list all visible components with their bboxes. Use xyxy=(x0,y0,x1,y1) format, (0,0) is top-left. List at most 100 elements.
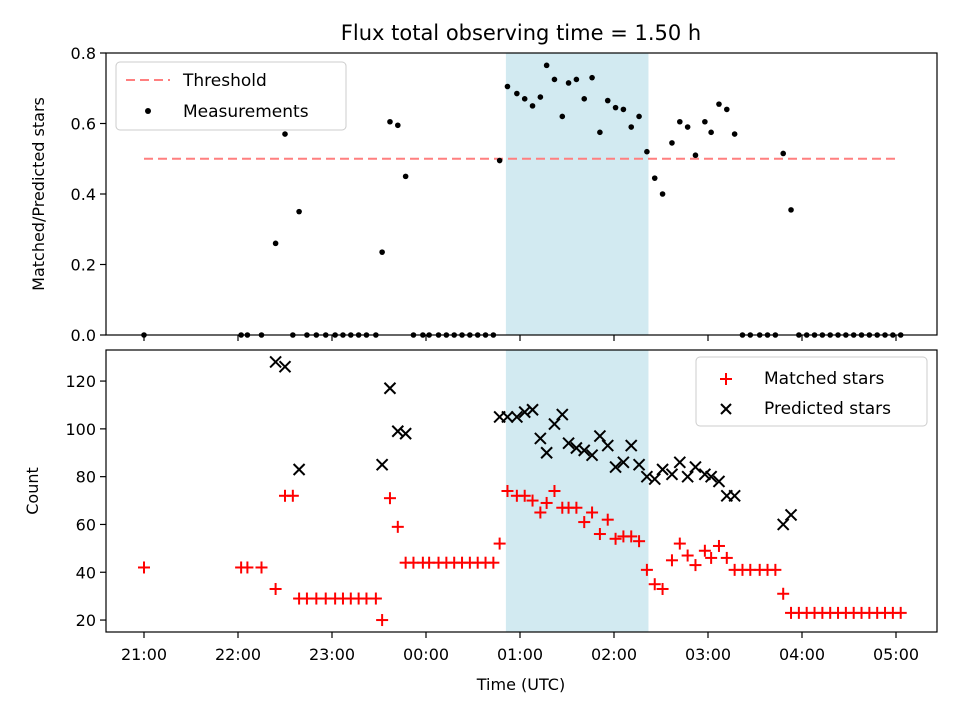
top-legend-box xyxy=(115,61,347,131)
matched-star-point xyxy=(369,592,382,605)
bottom-y-tick-label: 60 xyxy=(76,515,96,534)
top-plot-frame xyxy=(105,52,938,336)
measurement-point xyxy=(387,118,393,125)
predicted-star-point xyxy=(656,463,669,476)
legend-predicted-label: Predicted stars xyxy=(764,399,891,419)
predicted-star-point xyxy=(399,427,412,440)
predicted-stars-points xyxy=(269,355,798,531)
x-axis-label: Time (UTC) xyxy=(476,675,565,694)
legend-matched-label: Matched stars xyxy=(764,369,884,389)
matched-star-point xyxy=(586,506,599,519)
predicted-star-point xyxy=(689,460,702,474)
matched-star-point xyxy=(269,582,282,595)
matched-star-point xyxy=(673,537,686,550)
x-tick-label: 00:00 xyxy=(403,645,449,664)
x-tick-label: 03:00 xyxy=(685,645,731,664)
top-y-axis: 0.0 0.2 0.4 0.6 0.8 xyxy=(71,44,106,345)
measurement-point xyxy=(677,118,683,125)
predicted-star-point xyxy=(570,441,583,455)
measurement-point xyxy=(543,62,550,69)
matched-star-point xyxy=(286,489,299,502)
bottom-y-tick-label: 120 xyxy=(65,372,96,391)
measurement-point xyxy=(565,80,572,86)
measurement-point xyxy=(589,74,595,81)
measurement-point xyxy=(573,76,580,83)
x-tick-label: 22:00 xyxy=(215,645,261,664)
matched-star-point xyxy=(609,532,622,545)
predicted-star-point xyxy=(269,355,282,369)
predicted-star-point xyxy=(562,436,575,450)
predicted-star-point xyxy=(278,360,292,373)
x-tick-label: 21:00 xyxy=(121,645,167,664)
bottom-plot-frame xyxy=(105,349,938,633)
top-y-axis-label: Matched/Predicted stars xyxy=(29,97,48,291)
measurement-point xyxy=(521,96,528,102)
matched-star-point xyxy=(383,492,396,505)
x-tick-label: 05:00 xyxy=(873,645,919,664)
top-y-tick-label: 0.2 xyxy=(71,256,96,275)
matched-star-point xyxy=(548,485,561,497)
x-tick-label: 23:00 xyxy=(309,645,355,664)
matched-stars-points xyxy=(138,485,907,627)
predicted-star-point xyxy=(593,429,607,443)
measurement-point xyxy=(529,103,536,109)
predicted-star-point xyxy=(648,472,661,486)
measurement-point xyxy=(620,106,627,113)
predicted-star-point xyxy=(632,458,646,471)
bottom-y-tick-label: 40 xyxy=(76,563,96,582)
predicted-star-point xyxy=(375,458,389,471)
predicted-star-point xyxy=(704,470,718,483)
predicted-star-point xyxy=(609,460,622,474)
top-highlight-span xyxy=(505,53,649,335)
measurement-point xyxy=(581,96,588,102)
predicted-star-point xyxy=(578,444,591,457)
legend-measurements-label: Measurements xyxy=(183,102,309,122)
measurement-point xyxy=(708,129,714,136)
predicted-star-point xyxy=(712,475,726,488)
measurement-point xyxy=(597,129,603,136)
measurement-point xyxy=(496,157,503,164)
bottom-panel: 20 40 60 80 100 120 21:00 22:00 23:00 00:00 01:00… xyxy=(23,349,938,694)
matched-star-point xyxy=(601,513,614,526)
predicted-star-point xyxy=(601,439,614,452)
measurement-point xyxy=(296,208,302,215)
legend-threshold-label: Threshold xyxy=(182,71,267,91)
predicted-star-point xyxy=(501,410,514,424)
measurement-point xyxy=(395,122,401,129)
predicted-star-point xyxy=(526,403,539,416)
measurement-point xyxy=(612,104,619,111)
x-tick-label: 01:00 xyxy=(497,645,543,664)
matched-star-point xyxy=(255,561,268,574)
measurement-point xyxy=(651,175,658,181)
bottom-y-axis: 20 40 60 80 100 120 xyxy=(65,372,106,630)
matched-star-point xyxy=(656,582,669,595)
measurement-point xyxy=(788,207,794,213)
matched-star-point xyxy=(540,496,553,509)
matched-star-point xyxy=(570,501,583,514)
predicted-star-point xyxy=(585,448,599,462)
x-tick-label: 02:00 xyxy=(591,645,637,664)
predicted-star-point xyxy=(534,432,547,445)
predicted-star-point xyxy=(540,446,553,459)
measurement-point xyxy=(636,113,642,120)
matched-star-point xyxy=(705,551,718,564)
matched-star-point xyxy=(777,587,790,600)
bottom-y-axis-label: Count xyxy=(23,467,42,515)
predicted-star-point xyxy=(665,468,679,481)
matched-star-point xyxy=(534,506,547,519)
matched-star-point xyxy=(526,494,539,507)
measurement-point xyxy=(537,94,544,100)
predicted-star-point xyxy=(391,425,405,438)
matched-star-point xyxy=(633,535,646,548)
measurement-point xyxy=(724,106,730,113)
top-y-tick-label: 0.4 xyxy=(71,185,96,204)
matched-star-point xyxy=(493,537,506,550)
legend-predicted-swatch xyxy=(720,403,732,415)
predicted-star-point xyxy=(510,410,524,424)
measurement-point xyxy=(559,113,566,120)
predicted-star-point xyxy=(617,456,630,469)
measurement-point xyxy=(731,131,738,137)
bottom-y-tick-label: 80 xyxy=(76,468,96,487)
matched-star-point xyxy=(712,539,725,552)
top-y-tick-label: 0.6 xyxy=(71,115,96,134)
